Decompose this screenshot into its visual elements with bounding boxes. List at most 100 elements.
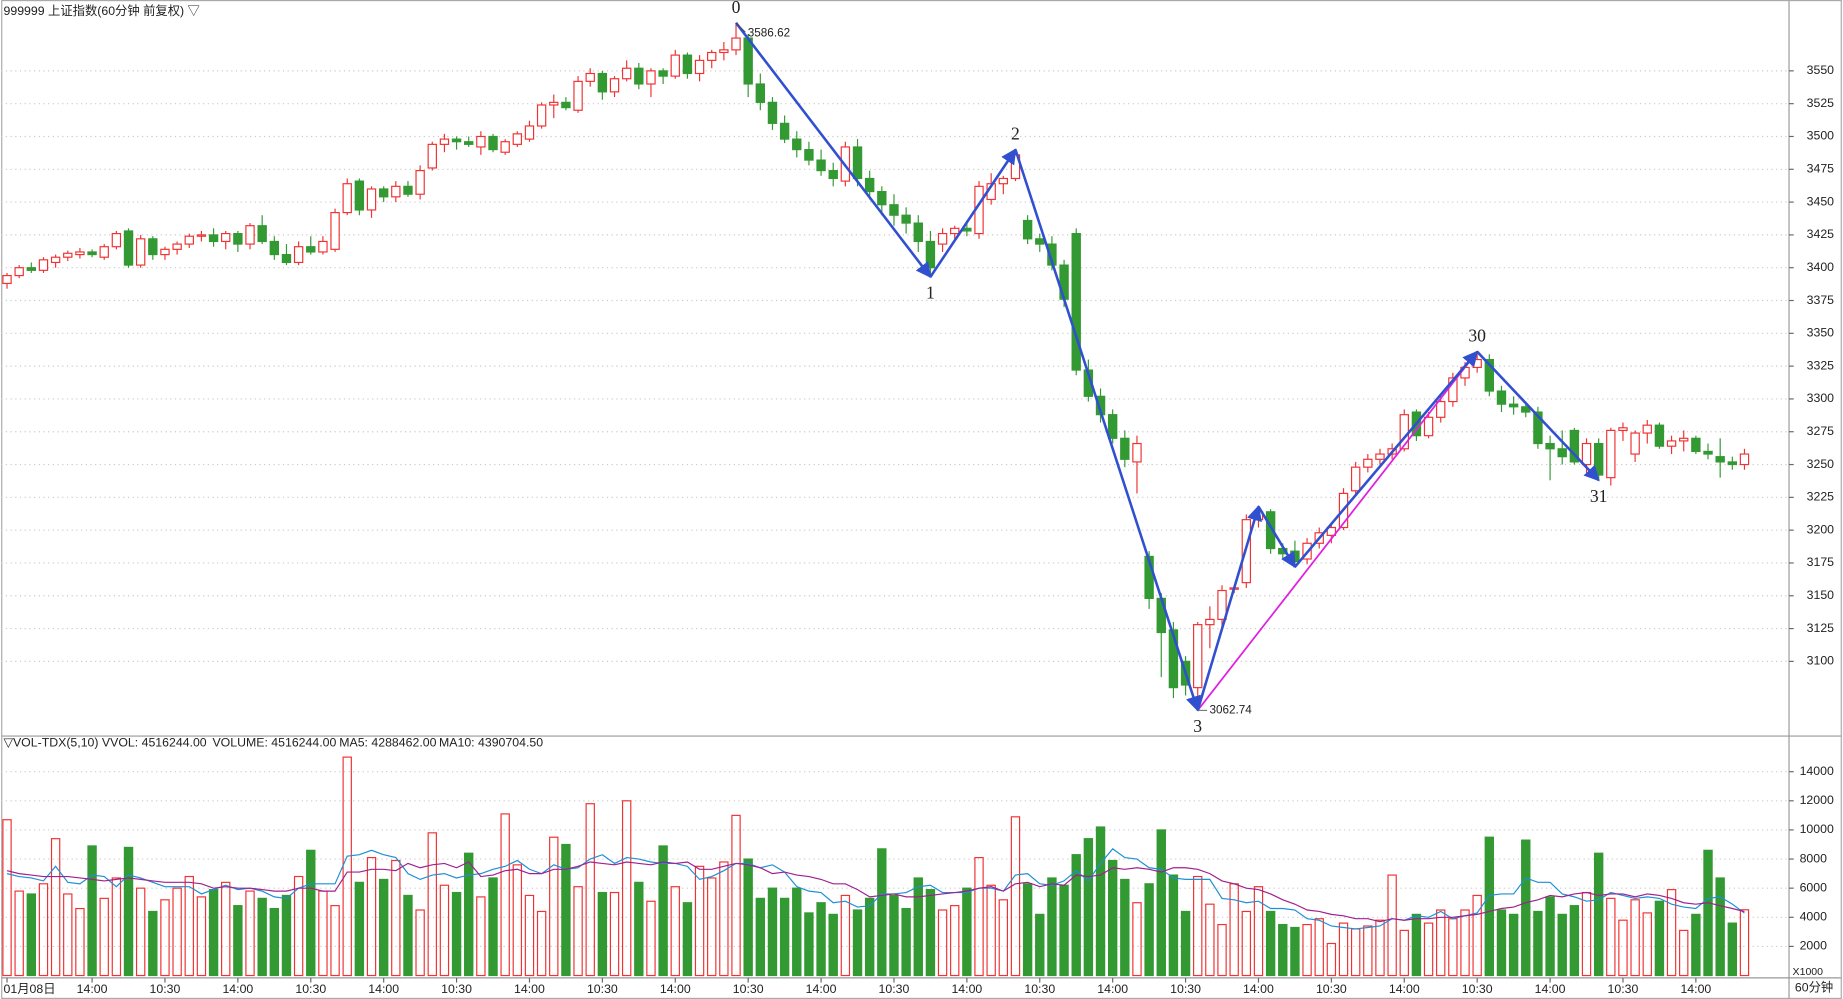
volume-bar — [925, 889, 936, 977]
candle-body — [1071, 232, 1081, 371]
candle-body — [1545, 442, 1555, 450]
candle-body — [293, 246, 304, 264]
candle-body — [1107, 414, 1118, 439]
volume-bar — [1132, 902, 1142, 977]
volume-bar — [1253, 886, 1264, 977]
volume-bar — [1703, 849, 1713, 977]
volume-bar — [913, 877, 923, 977]
candle-body — [148, 238, 158, 256]
volume-bar — [1472, 894, 1482, 977]
candle-body — [950, 227, 960, 235]
x-tick-label: 14:00 — [1680, 982, 1711, 996]
candle-body — [913, 222, 923, 243]
candle-body — [135, 238, 146, 266]
legend-ma5: MA5: 4288462.00 — [339, 735, 436, 749]
x-tick-label: 10:30 — [587, 982, 618, 996]
x-tick-label: 10:30 — [150, 982, 181, 996]
x-tick-label: 10:30 — [1170, 982, 1201, 996]
volume-bar — [184, 875, 194, 977]
candle-body — [427, 143, 437, 169]
candle-body — [609, 78, 620, 93]
x-tick-label: 10:30 — [1608, 982, 1639, 996]
y-tick-label: 3350 — [1807, 326, 1835, 340]
candle-body — [1423, 416, 1434, 437]
candle-body — [828, 170, 838, 180]
candle-body — [488, 135, 498, 151]
candle-body — [779, 122, 790, 140]
candle-body — [573, 80, 583, 111]
candle-body — [1666, 440, 1677, 447]
zigzag-segment — [929, 148, 1017, 278]
candle-body — [1168, 629, 1179, 689]
chart-title: 999999 上证指数(60分钟 前复权) ▽ — [4, 3, 200, 18]
volume-bar — [257, 897, 267, 977]
candle-body — [1679, 437, 1689, 442]
value-leader — [735, 22, 746, 33]
volume-bar — [743, 858, 753, 977]
volume-bar — [1399, 929, 1409, 977]
candle-body — [75, 251, 85, 256]
candle-body — [476, 135, 486, 148]
volume-bar — [2, 819, 12, 977]
volume-bar — [816, 902, 826, 977]
volume-bar — [1107, 859, 1118, 977]
volume-bar — [1302, 923, 1312, 977]
candle-body — [1496, 390, 1507, 405]
x-tick-label: 14:00 — [222, 982, 253, 996]
volume-bar — [1010, 816, 1021, 977]
volume-bar — [1217, 923, 1227, 977]
legend-volume: VOLUME: 4516244.00 — [212, 735, 336, 749]
x-tick-label: 10:30 — [295, 982, 326, 996]
y-tick-label: 10000 — [1800, 822, 1834, 836]
volume-bar — [123, 846, 134, 977]
volume-bar — [1095, 826, 1106, 977]
candle-body — [634, 67, 644, 85]
volume-bar — [646, 900, 656, 977]
volume-bar — [1375, 919, 1385, 977]
candle-body — [500, 141, 510, 153]
volume-bar — [1557, 913, 1567, 977]
volume-bar — [1715, 877, 1725, 977]
candle-body — [1326, 526, 1337, 536]
volume-bar — [1739, 909, 1750, 977]
x-tick-label: 14:00 — [514, 982, 545, 996]
volume-bar — [439, 884, 450, 977]
candle-body — [646, 70, 656, 85]
volume-bar — [1278, 923, 1288, 977]
volume-bar — [172, 887, 182, 977]
volume-bar — [221, 881, 231, 977]
volume-bar — [1205, 903, 1215, 977]
volume-bar — [233, 905, 243, 977]
x-tick-label: 14:00 — [1097, 982, 1128, 996]
candle-body — [1484, 358, 1495, 392]
volume-bar — [1533, 910, 1543, 977]
volume-bar — [1193, 875, 1203, 977]
ma-line — [6, 848, 1745, 930]
volume-bar — [1496, 909, 1507, 977]
candle-body — [549, 101, 559, 106]
candle-body — [864, 177, 875, 193]
candle-body — [111, 232, 122, 248]
candle-body — [1739, 453, 1750, 466]
candle-body — [901, 214, 911, 224]
y-tick-label: 3375 — [1807, 293, 1835, 307]
volume-bar — [609, 891, 620, 977]
value-label: 3586.62 — [748, 26, 790, 39]
candle-body — [1217, 589, 1227, 620]
volume-bar — [901, 907, 911, 977]
volume-bar — [840, 894, 851, 977]
volume-bar — [597, 891, 608, 977]
volume-bar — [1521, 839, 1531, 977]
candle-body — [1618, 427, 1628, 432]
volume-bar — [26, 893, 37, 977]
candle-body — [415, 170, 425, 195]
y-tick-label: 14000 — [1800, 764, 1834, 778]
candle-body — [208, 234, 219, 243]
volume-title: ▽VOL-TDX(5,10) VVOL: 4516244.00 — [4, 735, 207, 749]
candle-body — [937, 232, 948, 245]
candle-body — [63, 252, 73, 258]
zigzag-segment — [1476, 350, 1600, 482]
volume-bar — [378, 878, 389, 977]
y-tick-label: 12000 — [1800, 793, 1834, 807]
